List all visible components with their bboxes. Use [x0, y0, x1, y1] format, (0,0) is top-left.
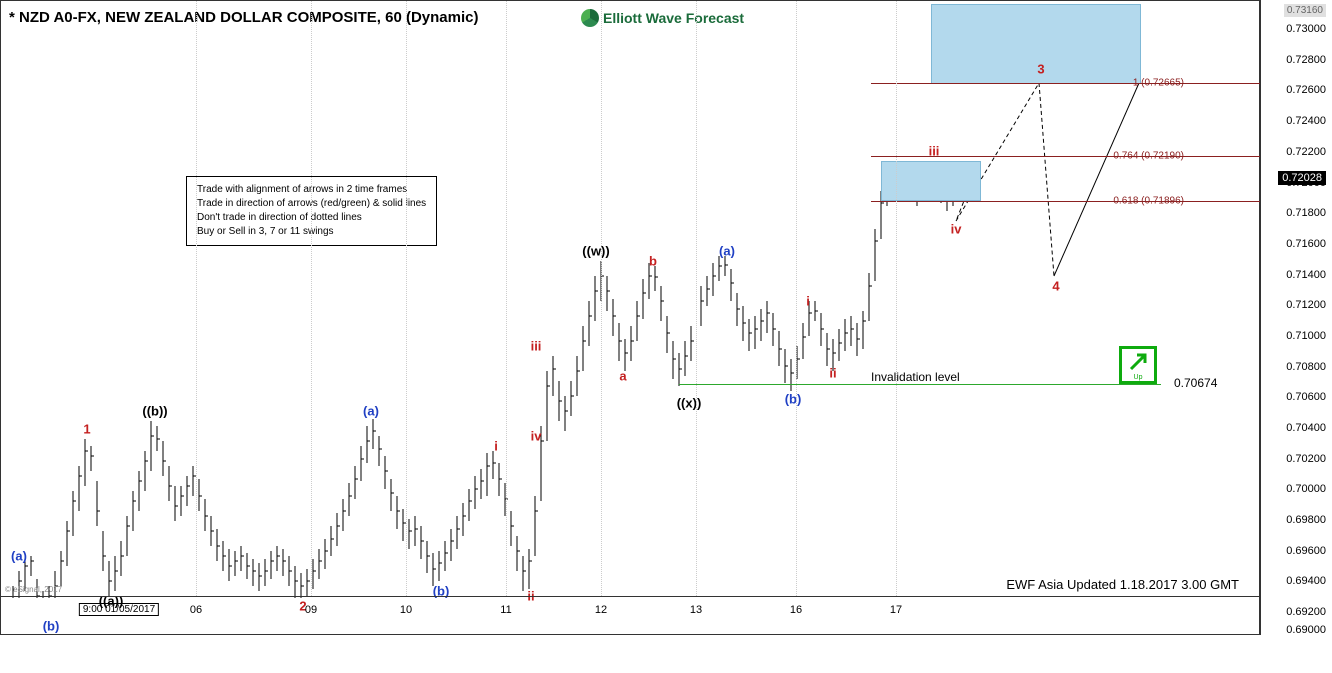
wave-label: 1 — [83, 422, 90, 437]
wave-label: (a) — [363, 404, 379, 419]
current-price-marker: 0.72028 — [1278, 171, 1326, 185]
y-axis-tick: 0.71000 — [1286, 330, 1326, 342]
x-axis-tick: 09 — [305, 604, 317, 616]
y-axis-tick: 0.69800 — [1286, 514, 1326, 526]
invalidation-label: Invalidation level — [871, 370, 960, 384]
y-axis-tick: 0.72800 — [1286, 54, 1326, 66]
wave-label: ((b)) — [142, 404, 167, 419]
y-axis-tick: 0.70400 — [1286, 422, 1326, 434]
y-axis-tick: 0.71400 — [1286, 269, 1326, 281]
wave-label: ii — [829, 366, 836, 381]
y-axis-tick: 0.69000 — [1286, 624, 1326, 636]
wave-label: i — [806, 294, 810, 309]
y-axis-tick: 0.69200 — [1286, 606, 1326, 618]
fib-level-line — [871, 83, 1261, 84]
fib-level-label: 1 (0.72665) — [1133, 78, 1184, 89]
y-axis-top-label: 0.73160 — [1284, 4, 1326, 17]
x-axis-date-box: 9:00 01/05/2017 — [79, 603, 159, 616]
wave-label: iii — [531, 339, 542, 354]
x-axis-tick: 16 — [790, 604, 802, 616]
wave-label: iv — [531, 429, 542, 444]
y-axis-tick: 0.71200 — [1286, 299, 1326, 311]
y-axis-tick: 0.69600 — [1286, 545, 1326, 557]
copyright: © eSignal, 2017 — [5, 585, 62, 594]
x-axis-tick: 06 — [190, 604, 202, 616]
x-axis-tick: 11 — [500, 604, 511, 616]
wave-label: (a) — [11, 549, 27, 564]
x-axis-tick: 17 — [890, 604, 902, 616]
y-axis-tick: 0.70800 — [1286, 361, 1326, 373]
y-axis-tick: 0.69400 — [1286, 575, 1326, 587]
y-axis: 0.73160 0.73000 0.72800 0.72600 0.72400 0.72… — [1260, 0, 1332, 635]
wave-label: iv — [951, 222, 962, 237]
y-axis-tick: 0.70200 — [1286, 453, 1326, 465]
fib-level-label: 0.618 (0.71896) — [1113, 196, 1184, 207]
chart-container: * NZD A0-FX, NEW ZEALAND DOLLAR COMPOSIT… — [0, 0, 1260, 635]
price-chart-svg — [1, 1, 1261, 598]
y-axis-tick: 0.70000 — [1286, 483, 1326, 495]
y-axis-tick: 0.73000 — [1286, 23, 1326, 35]
wave-label: a — [619, 369, 626, 384]
wave-label: 4 — [1052, 279, 1059, 294]
wave-label: (b) — [785, 392, 802, 407]
y-axis-tick: 0.72200 — [1286, 146, 1326, 158]
x-axis-tick: 13 — [690, 604, 702, 616]
target-zone-box — [931, 4, 1141, 84]
up-text: Up — [1134, 374, 1143, 381]
x-axis: 9:00 01/05/2017 06 09 10 11 12 13 16 17 — [1, 596, 1261, 634]
wave-label: b — [649, 254, 657, 269]
footer-text: EWF Asia Updated 1.18.2017 3.00 GMT — [1006, 577, 1239, 592]
up-arrow-indicator: Up — [1119, 346, 1157, 384]
y-axis-tick: 0.71600 — [1286, 238, 1326, 250]
fib-level-line — [871, 201, 1261, 202]
y-axis-tick: 0.72400 — [1286, 115, 1326, 127]
wave-label: ((x)) — [677, 396, 702, 411]
arrow-up-right-icon — [1126, 350, 1150, 374]
x-axis-tick: 10 — [400, 604, 412, 616]
y-axis-tick: 0.70600 — [1286, 391, 1326, 403]
invalidation-price: 0.70674 — [1174, 376, 1217, 390]
wave-label: iii — [929, 144, 940, 159]
y-axis-tick: 0.72600 — [1286, 84, 1326, 96]
fib-level-label: 0.764 (0.72190) — [1113, 151, 1184, 162]
wave-label: i — [494, 439, 498, 454]
y-axis-tick: 0.71800 — [1286, 207, 1326, 219]
wave-label: ((w)) — [582, 244, 609, 259]
invalidation-line — [679, 384, 1161, 385]
wave-label: 3 — [1037, 62, 1044, 77]
x-axis-tick: 12 — [595, 604, 607, 616]
wave-label: (a) — [719, 244, 735, 259]
